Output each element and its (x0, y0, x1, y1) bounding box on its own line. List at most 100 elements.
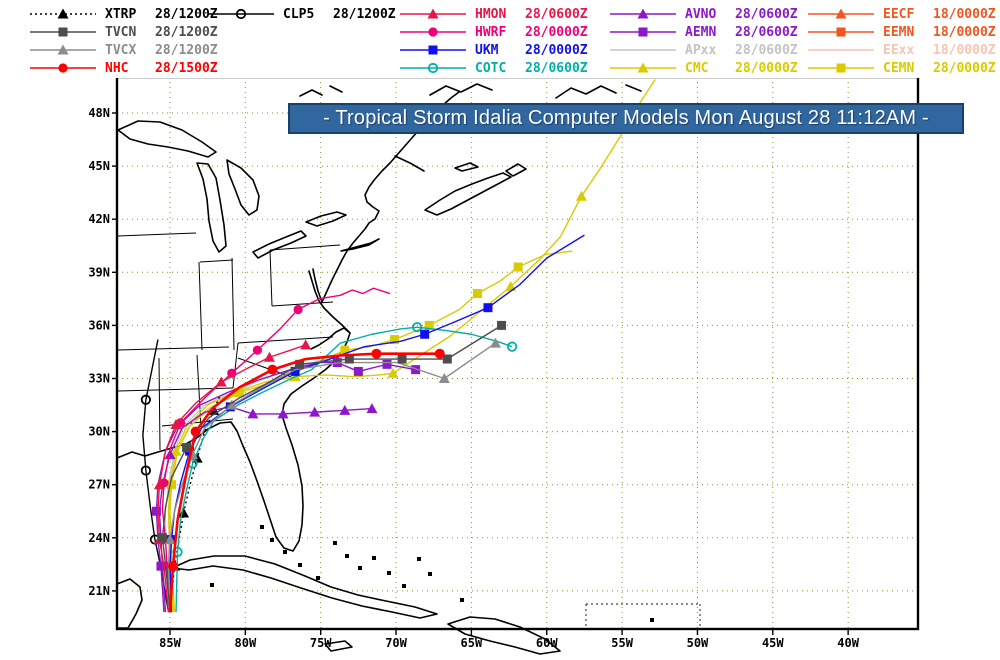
track-marker (353, 366, 363, 376)
track-marker (300, 339, 312, 350)
lon-label: 45W (762, 636, 784, 650)
legend-model-name: HMON (475, 6, 507, 22)
track-marker (490, 337, 502, 348)
coastline (252, 230, 307, 259)
track-marker (309, 406, 321, 417)
coastline (196, 162, 227, 253)
coastline (308, 270, 351, 334)
state-border (231, 257, 235, 351)
track-marker (178, 507, 190, 518)
track-marker (344, 354, 354, 364)
state-border (158, 357, 161, 451)
track-marker (575, 190, 587, 201)
track-marker (339, 404, 351, 415)
legend-swatch-none (610, 49, 676, 51)
coastline (447, 616, 561, 655)
track-marker (428, 27, 438, 37)
track-marker (140, 465, 151, 476)
track-marker (340, 345, 350, 355)
legend-entry-ukm: UKM 28/0000Z (398, 41, 588, 59)
legend-model-name: TVCN (105, 24, 137, 40)
legend-entry-aemn: AEMN 28/0600Z (608, 23, 798, 41)
lat-label: 42N (88, 212, 110, 226)
legend-entry-cotc: COTC 28/0600Z (398, 59, 588, 77)
track-marker (637, 8, 649, 19)
legend-model-time: 28/0000Z (933, 60, 996, 76)
track-line (142, 339, 170, 613)
legend-swatch-triangle (400, 8, 466, 19)
lat-label: 24N (88, 531, 110, 545)
track-marker (638, 27, 648, 37)
track-marker (182, 443, 192, 453)
track-line (167, 78, 656, 613)
legend-model-name: CLP5 (283, 6, 315, 22)
legend-model-time: 28/1200Z (333, 6, 396, 22)
track-line (169, 395, 221, 613)
track-marker (420, 329, 430, 339)
track-marker (397, 354, 407, 364)
lat-label: 36N (88, 318, 110, 332)
track-marker (411, 365, 421, 375)
island (316, 576, 320, 580)
island (358, 566, 362, 570)
track-marker (263, 351, 275, 362)
coastline (324, 640, 353, 652)
track-marker (234, 388, 244, 398)
track-line (168, 352, 440, 613)
lat-label: 39N (88, 265, 110, 279)
state-border (198, 261, 203, 351)
lon-label: 40W (837, 636, 859, 650)
legend-swatch-open-circle (400, 62, 466, 74)
state-border (232, 342, 239, 389)
track-marker (235, 8, 247, 20)
legend-entry-eecf: EECF 18/0000Z (806, 5, 996, 23)
island (333, 541, 337, 545)
model-track-hwrf (159, 287, 391, 613)
legend: XTRP 28/1200Z TVCN 28/1200Z TVCX 28/1200Z NHC 2… (0, 0, 1000, 78)
legend-swatch-circle (400, 27, 466, 37)
coastline (117, 120, 217, 158)
legend-swatch-square (30, 27, 96, 37)
track-line (157, 344, 306, 613)
legend-model-time: 18/0000Z (933, 42, 996, 58)
legend-entry-cemn: CEMN 28/0000Z (806, 59, 996, 77)
lat-label: 30N (88, 425, 110, 439)
legend-model-name: EEMN (883, 24, 915, 40)
model-track-nhc (168, 348, 445, 613)
legend-entry-hmon: HMON 28/0600Z (398, 5, 588, 23)
legend-model-time: 28/0600Z (525, 60, 588, 76)
island (345, 554, 349, 558)
track-marker (252, 345, 263, 355)
island (428, 572, 432, 576)
track-marker (427, 8, 439, 19)
legend-model-time: 28/0000Z (525, 24, 588, 40)
coastline (299, 83, 642, 99)
island (283, 550, 287, 554)
track-marker (58, 63, 68, 73)
track-marker (637, 62, 649, 73)
coastline (116, 578, 143, 629)
legend-model-name: CMC (685, 60, 709, 76)
track-marker (390, 335, 400, 345)
track-line (161, 324, 502, 611)
state-border (237, 336, 334, 344)
legend-model-time: 18/0000Z (933, 24, 996, 40)
legend-entry-clp5: CLP5 28/1200Z (206, 5, 396, 23)
track-marker (57, 44, 69, 55)
legend-swatch-square (808, 63, 874, 73)
island (270, 538, 274, 542)
coastline (226, 159, 260, 216)
track-marker (424, 320, 434, 330)
state-border (269, 244, 341, 251)
legend-swatch-triangle-dashed (30, 8, 96, 19)
legend-model-time: 28/0000Z (525, 42, 588, 58)
model-track-tvcx (164, 337, 502, 611)
legend-model-name: AVNO (685, 6, 717, 22)
track-marker (156, 561, 166, 571)
lon-label: 50W (687, 636, 709, 650)
legend-model-name: TVCX (105, 42, 137, 58)
track-line (161, 287, 391, 613)
track-marker (190, 426, 201, 437)
track-marker (506, 341, 518, 352)
